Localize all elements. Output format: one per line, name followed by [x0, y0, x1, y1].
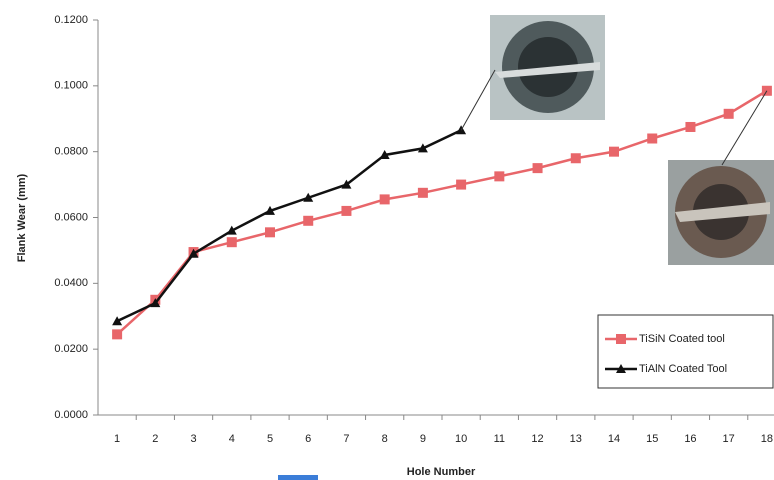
data-point — [609, 146, 619, 157]
tool-photo — [668, 160, 774, 265]
data-point — [417, 143, 428, 153]
x-tick-label: 9 — [420, 433, 426, 445]
data-point — [112, 316, 123, 326]
y-tick-label: 0.1000 — [54, 80, 88, 92]
series-line — [116, 129, 462, 323]
x-tick-label: 12 — [531, 433, 543, 445]
leader-line — [460, 69, 496, 131]
x-tick-label: 10 — [455, 433, 467, 445]
data-point — [723, 108, 734, 119]
tool-photo — [490, 15, 605, 120]
legend-box — [597, 314, 774, 389]
data-point — [341, 205, 352, 216]
data-point — [647, 133, 658, 144]
data-point — [456, 179, 467, 190]
x-tick-label: 15 — [646, 433, 658, 445]
y-tick-label: 0.0200 — [54, 343, 88, 355]
y-tick-label: 0.0600 — [54, 211, 88, 223]
x-tick-label: 6 — [305, 433, 311, 445]
x-tick-label: 16 — [684, 433, 696, 445]
data-point — [112, 329, 123, 340]
data-point — [303, 192, 314, 202]
data-point — [265, 205, 275, 215]
data-point — [226, 237, 237, 248]
x-tick-label: 8 — [382, 433, 388, 445]
data-point — [226, 225, 237, 235]
data-point — [616, 364, 626, 373]
data-point — [685, 121, 696, 132]
data-point — [188, 248, 199, 258]
leader-line — [721, 90, 768, 166]
x-tick-label: 1 — [114, 433, 120, 445]
data-point — [532, 163, 543, 174]
data-point — [417, 187, 428, 198]
data-point — [379, 149, 390, 159]
x-tick-label: 18 — [761, 433, 773, 445]
y-tick-label: 0.0400 — [54, 277, 88, 289]
data-point — [150, 298, 161, 308]
data-point — [616, 334, 626, 344]
ui-fragment — [278, 475, 318, 480]
data-point — [494, 171, 505, 182]
x-tick-label: 2 — [152, 433, 158, 445]
data-point — [265, 227, 275, 238]
x-tick-label: 11 — [494, 433, 505, 445]
legend-label: TiSiN Coated tool — [639, 333, 725, 345]
x-tick-label: 7 — [343, 433, 349, 445]
legend-label: TiAlN Coated Tool — [639, 363, 727, 375]
data-point — [303, 215, 314, 226]
x-tick-label: 3 — [190, 433, 196, 445]
data-point — [570, 153, 581, 164]
data-point — [341, 179, 352, 189]
x-tick-label: 13 — [570, 433, 582, 445]
y-tick-label: 0.1200 — [54, 14, 88, 26]
y-tick-label: 0.0000 — [54, 409, 88, 421]
x-tick-label: 14 — [608, 433, 620, 445]
data-point — [379, 194, 390, 205]
y-axis-title: Flank Wear (mm) — [16, 173, 28, 262]
x-axis-title: Hole Number — [407, 466, 476, 478]
x-tick-label: 17 — [723, 433, 735, 445]
x-tick-label: 5 — [267, 433, 273, 445]
x-tick-label: 4 — [229, 433, 235, 445]
y-tick-label: 0.0800 — [54, 146, 88, 158]
series-line — [116, 89, 768, 336]
